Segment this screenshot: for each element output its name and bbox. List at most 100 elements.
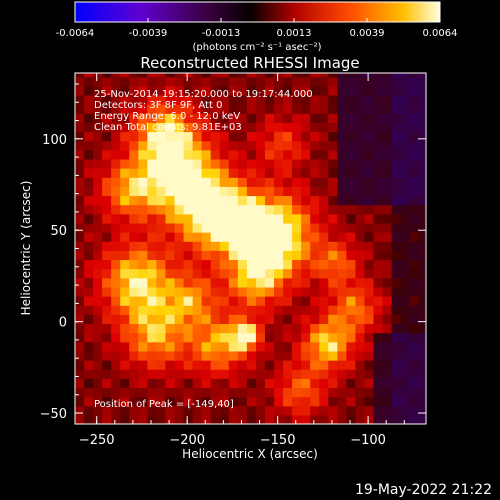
heatmap-cell [210,296,221,306]
heatmap-cell [75,250,85,261]
heatmap-cell [418,378,426,389]
heatmap-cell [219,186,230,197]
heatmap-cell [337,158,347,169]
heatmap-cell [228,350,239,361]
chart-title: Reconstructed RHESSI Image [140,54,359,72]
heatmap-cell [301,204,311,215]
heatmap-cell [301,350,311,361]
heatmap-cell [328,177,338,187]
heatmap-cell [301,414,311,424]
heatmap-cell [210,396,221,407]
heatmap-cell [274,104,284,114]
heatmap-cell [192,186,203,197]
heatmap-cell [111,76,121,87]
heatmap-cell [337,323,347,334]
heatmap-cell [264,259,275,270]
heatmap-cell [400,149,411,160]
heatmap-cell [274,268,284,279]
heatmap-cell [201,314,212,325]
heatmap-cell [210,350,221,361]
heatmap-cell [201,286,212,297]
heatmap-cell [93,76,103,87]
heatmap-cell [174,122,185,133]
heatmap-cell [210,140,221,151]
colorbar-tick-label: -0.0013 [202,28,241,39]
colorbar-tick-label: -0.0039 [129,28,168,39]
heatmap-cell [219,277,230,288]
heatmap-cell [93,104,103,114]
heatmap-cell [246,305,257,315]
heatmap-cell [156,341,167,352]
heatmap-cell [391,241,402,251]
heatmap-cell [129,296,139,306]
heatmap-cell [283,177,293,187]
heatmap-cell [147,140,158,151]
heatmap-cell [283,323,293,334]
heatmap-cell [120,186,130,197]
heatmap-cell [165,387,176,398]
heatmap-cell [418,204,426,215]
heatmap-cell [102,341,112,352]
heatmap-cell [246,259,257,270]
heatmap-cell [364,323,375,334]
heatmap-cell [355,140,366,151]
heatmap-cell [409,140,420,151]
heatmap-cell [364,94,375,105]
heatmap-cell [210,222,221,233]
heatmap-cell [120,250,130,261]
colorbar: -0.0064 -0.0039 -0.0013 0.0013 0.0039 0.0064 … [56,1,458,53]
heatmap-cell [237,158,248,169]
heatmap-cell [418,104,426,114]
heatmap-cell [310,378,320,389]
heatmap-cell [319,286,329,297]
heatmap-cell [391,177,402,187]
heatmap-cell [174,332,185,343]
heatmap-cell [129,369,139,379]
heatmap-cell [165,177,176,187]
heatmap-cell [364,286,375,297]
heatmap-cell [246,232,257,242]
heatmap-cell [174,222,185,233]
heatmap-cell [75,387,85,398]
heatmap-cell [165,305,176,315]
heatmap-cell [219,222,230,233]
heatmap-cell [246,204,257,215]
heatmap-cell [156,277,167,288]
heatmap-cell [328,140,338,151]
heatmap-cell [355,232,366,242]
heatmap-cell [355,131,366,142]
heatmap-cell [400,259,411,270]
heatmap-cell [264,360,275,370]
heatmap-cell [319,222,329,233]
heatmap-cell [373,350,384,361]
heatmap-cell [120,259,130,270]
heatmap-cell [346,414,357,424]
heatmap-cell [274,414,284,424]
heatmap-cell [418,168,426,178]
heatmap-cell [246,122,257,133]
heatmap-cell [391,186,402,197]
heatmap-cell [418,277,426,288]
heatmap-cell [183,113,194,123]
heatmap-cell [192,195,203,206]
heatmap-cell [264,286,275,297]
heatmap-cell [301,405,311,416]
heatmap-cell [129,186,139,197]
heatmap-cell [111,186,121,197]
heatmap-cell [382,387,393,398]
heatmap-cell [409,204,420,215]
heatmap-cell [228,122,239,133]
colorbar-tick-label: 0.0064 [423,28,458,39]
heatmap-cell [274,122,284,133]
heatmap-cell [165,341,176,352]
heatmap-cell [120,195,130,206]
heatmap-cell [337,140,347,151]
heatmap-cell [93,158,103,169]
heatmap-cell [346,241,357,251]
heatmap-cell [192,177,203,187]
heatmap-cell [319,213,329,224]
heatmap-cell [301,332,311,343]
heatmap-cell [174,73,185,78]
heatmap-cell [255,296,266,306]
heatmap-cell [346,296,357,306]
